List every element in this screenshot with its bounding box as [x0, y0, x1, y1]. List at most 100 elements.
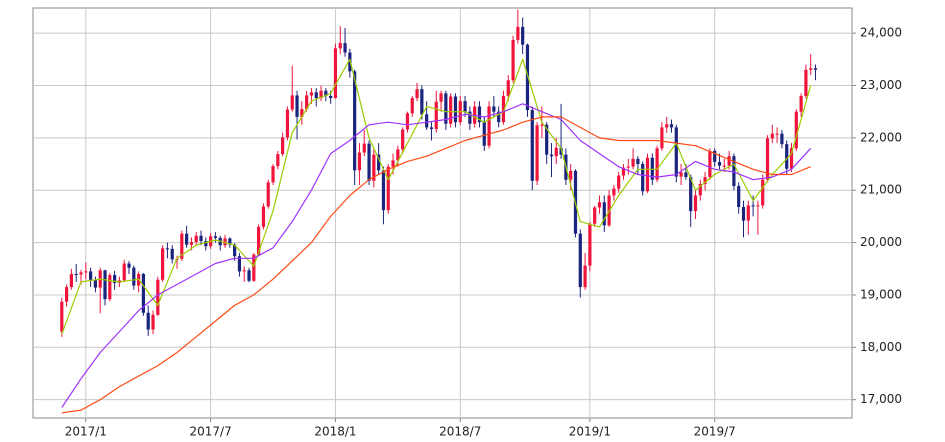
candle-body — [410, 98, 414, 114]
candle-body — [338, 43, 342, 49]
candle-body — [569, 170, 573, 180]
candle-body — [660, 127, 664, 149]
candle-body — [439, 93, 443, 102]
candle-body — [69, 274, 74, 288]
candle-body — [785, 144, 789, 169]
candle-body — [449, 96, 453, 124]
candle-body — [151, 314, 155, 330]
candle-body — [626, 166, 630, 168]
candle-body — [540, 124, 544, 126]
candle-body — [468, 111, 472, 124]
candle-body — [506, 80, 510, 96]
y-tick-label: 20,000 — [860, 235, 902, 249]
candle-body — [501, 95, 506, 123]
candle-body — [765, 138, 770, 180]
candle-body — [343, 43, 347, 53]
y-tick-label: 24,000 — [860, 26, 902, 40]
candle-body — [305, 95, 309, 110]
candle-body — [237, 256, 242, 272]
candle-body — [530, 110, 534, 181]
candle-body — [535, 125, 539, 181]
candle-body — [516, 26, 520, 40]
candle-body — [727, 156, 731, 166]
candle-body — [453, 96, 458, 123]
x-tick-label: 2019/7 — [694, 425, 736, 439]
x-tick-label: 2017/1 — [65, 425, 107, 439]
moving-average-line — [61, 103, 812, 408]
candle-body — [79, 272, 83, 275]
candle-body — [89, 271, 93, 280]
candle-body — [194, 235, 198, 243]
candle-body — [367, 143, 371, 181]
y-tick-label: 18,000 — [860, 340, 902, 354]
candle-body — [261, 206, 266, 227]
candle-body — [122, 263, 126, 281]
candle-body — [362, 143, 366, 153]
candle-body — [751, 205, 755, 207]
candle-body — [252, 254, 256, 281]
candle-body — [525, 44, 530, 111]
candle-body — [737, 186, 741, 207]
y-tick-label: 17,000 — [860, 392, 902, 406]
candle-body — [621, 167, 626, 176]
candle-body — [401, 129, 405, 150]
y-tick-label: 23,000 — [860, 78, 902, 92]
candle-body — [554, 147, 558, 157]
candle-body — [165, 248, 170, 250]
candle-body — [809, 68, 813, 70]
x-tick-label: 2018/7 — [439, 425, 481, 439]
candle-body — [631, 158, 635, 167]
candle-body — [242, 270, 246, 272]
candle-body — [420, 89, 424, 115]
candle-body — [511, 39, 515, 81]
candle-body — [108, 275, 112, 300]
candle-body — [425, 114, 429, 128]
candle-body — [722, 165, 726, 167]
candle-body — [396, 149, 400, 161]
candle-body — [199, 235, 203, 242]
candle-body — [333, 48, 338, 99]
candle-body — [497, 111, 501, 123]
candle-body — [180, 233, 184, 259]
candle-body — [761, 179, 765, 206]
y-tick-label: 22,000 — [860, 130, 902, 144]
candle-body — [477, 106, 482, 123]
candle-body — [146, 312, 150, 330]
candle-body — [372, 154, 376, 181]
candle-body — [170, 248, 174, 260]
candle-body — [319, 90, 323, 99]
candle-body — [213, 236, 218, 238]
moving-average-line — [61, 116, 811, 414]
candle-body — [799, 95, 803, 112]
candle-body — [732, 156, 736, 187]
candle-body — [405, 113, 410, 130]
candle-body — [780, 133, 784, 145]
candle-body — [597, 202, 602, 208]
candle-body — [578, 233, 582, 288]
candle-body — [698, 183, 702, 196]
candle-body — [386, 166, 390, 211]
candle-body — [281, 137, 285, 155]
candle-body — [228, 238, 232, 245]
candle-body — [612, 188, 616, 196]
candle-body — [641, 164, 645, 192]
candle-body — [93, 279, 98, 288]
candle-body — [689, 177, 693, 212]
candle-body — [756, 205, 760, 207]
candle-body — [381, 170, 386, 211]
candle-body — [444, 93, 448, 124]
candle-body — [309, 92, 314, 96]
candle-body — [300, 109, 304, 117]
candle-body — [669, 124, 674, 128]
plot-area — [32, 7, 853, 419]
candle-body — [770, 133, 774, 139]
candle-body — [204, 241, 208, 247]
x-tick-label: 2019/1 — [569, 425, 611, 439]
candle-body — [113, 275, 117, 283]
candle-body — [794, 111, 798, 149]
candle-body — [329, 95, 333, 99]
candle-body — [266, 182, 270, 207]
candle-body — [521, 26, 525, 45]
x-tick-label: 2017/7 — [190, 425, 232, 439]
